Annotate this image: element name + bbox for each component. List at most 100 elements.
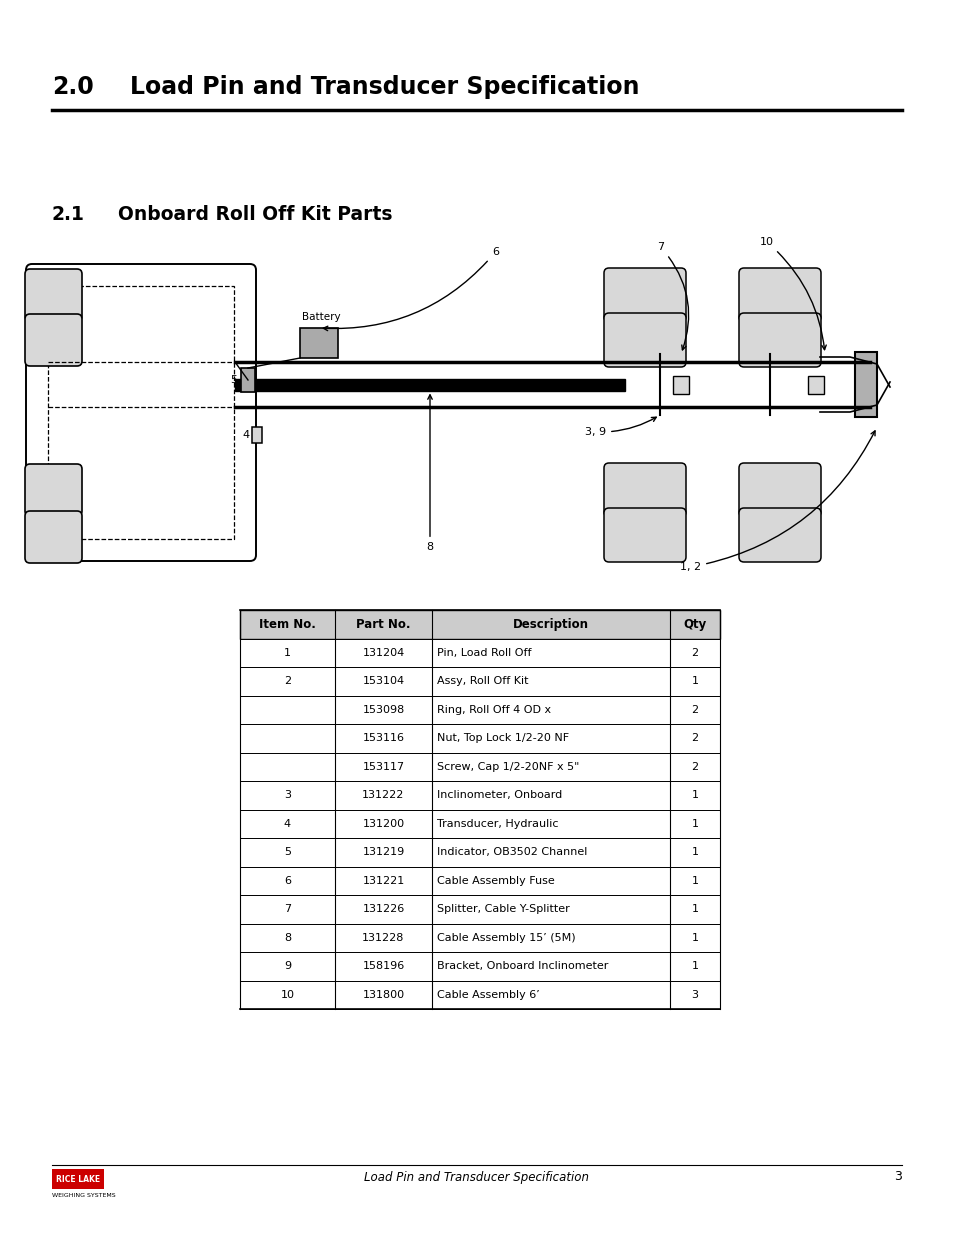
Text: 131226: 131226 xyxy=(362,904,404,914)
Text: 2: 2 xyxy=(691,647,698,658)
Text: 3: 3 xyxy=(691,989,698,1000)
Text: 8: 8 xyxy=(284,932,291,942)
Text: 7: 7 xyxy=(284,904,291,914)
Text: 1: 1 xyxy=(691,847,698,857)
Text: Transducer, Hydraulic: Transducer, Hydraulic xyxy=(436,819,558,829)
Text: Splitter, Cable Y-Splitter: Splitter, Cable Y-Splitter xyxy=(436,904,569,914)
Bar xyxy=(234,378,624,390)
Text: 9: 9 xyxy=(284,961,291,971)
Text: Part No.: Part No. xyxy=(355,618,411,631)
Text: WEIGHING SYSTEMS: WEIGHING SYSTEMS xyxy=(52,1193,115,1198)
FancyBboxPatch shape xyxy=(603,312,685,367)
Text: Screw, Cap 1/2-20NF x 5": Screw, Cap 1/2-20NF x 5" xyxy=(436,762,578,772)
Text: Cable Assembly 15’ (5M): Cable Assembly 15’ (5M) xyxy=(436,932,575,942)
Text: 7: 7 xyxy=(657,242,688,350)
Bar xyxy=(240,695,720,724)
Text: 3: 3 xyxy=(284,790,291,800)
Text: 3: 3 xyxy=(893,1171,901,1183)
Bar xyxy=(240,638,720,667)
FancyBboxPatch shape xyxy=(25,464,82,516)
Bar xyxy=(252,427,262,443)
FancyBboxPatch shape xyxy=(25,314,82,366)
Text: 1, 2: 1, 2 xyxy=(679,431,874,572)
Text: Onboard Roll Off Kit Parts: Onboard Roll Off Kit Parts xyxy=(118,205,392,224)
Text: 1: 1 xyxy=(284,647,291,658)
Text: Inclinometer, Onboard: Inclinometer, Onboard xyxy=(436,790,561,800)
Text: Battery: Battery xyxy=(302,312,340,322)
Text: 131219: 131219 xyxy=(362,847,404,857)
Bar xyxy=(240,952,720,981)
Text: Pin, Load Roll Off: Pin, Load Roll Off xyxy=(436,647,531,658)
FancyBboxPatch shape xyxy=(739,508,821,562)
Text: 2: 2 xyxy=(691,734,698,743)
Bar xyxy=(240,867,720,895)
Text: Load Pin and Transducer Specification: Load Pin and Transducer Specification xyxy=(130,75,639,99)
FancyBboxPatch shape xyxy=(603,508,685,562)
Text: 153117: 153117 xyxy=(362,762,404,772)
Text: Assy, Roll Off Kit: Assy, Roll Off Kit xyxy=(436,677,528,687)
FancyBboxPatch shape xyxy=(26,264,255,561)
Bar xyxy=(240,781,720,809)
Text: Cable Assembly Fuse: Cable Assembly Fuse xyxy=(436,876,554,885)
Bar xyxy=(672,375,688,394)
Text: 131800: 131800 xyxy=(362,989,404,1000)
Text: 1: 1 xyxy=(691,961,698,971)
Bar xyxy=(807,375,823,394)
Text: 3, 9: 3, 9 xyxy=(584,417,656,437)
Text: Bracket, Onboard Inclinometer: Bracket, Onboard Inclinometer xyxy=(436,961,608,971)
Bar xyxy=(48,287,233,538)
Text: 8: 8 xyxy=(426,395,433,552)
Text: RICE LAKE: RICE LAKE xyxy=(56,1174,100,1183)
Text: Indicator, OB3502 Channel: Indicator, OB3502 Channel xyxy=(436,847,587,857)
Text: 1: 1 xyxy=(691,819,698,829)
Bar xyxy=(854,352,876,417)
Bar xyxy=(240,924,720,952)
FancyBboxPatch shape xyxy=(739,463,821,517)
Text: 131204: 131204 xyxy=(362,647,404,658)
FancyBboxPatch shape xyxy=(739,312,821,367)
Text: 158196: 158196 xyxy=(362,961,404,971)
Text: 10: 10 xyxy=(760,237,825,350)
Text: 6: 6 xyxy=(284,876,291,885)
Text: 131222: 131222 xyxy=(362,790,404,800)
Bar xyxy=(240,839,720,867)
Text: 5: 5 xyxy=(284,847,291,857)
Text: 1: 1 xyxy=(691,677,698,687)
Text: 2: 2 xyxy=(691,762,698,772)
Text: Ring, Roll Off 4 OD x: Ring, Roll Off 4 OD x xyxy=(436,705,551,715)
Text: 2.0: 2.0 xyxy=(52,75,93,99)
Text: Load Pin and Transducer Specification: Load Pin and Transducer Specification xyxy=(364,1171,589,1183)
Text: 1: 1 xyxy=(691,790,698,800)
Text: 2: 2 xyxy=(691,705,698,715)
Text: 2.1: 2.1 xyxy=(52,205,85,224)
Text: 1: 1 xyxy=(691,876,698,885)
Bar xyxy=(240,809,720,839)
Text: 2: 2 xyxy=(284,677,291,687)
Bar xyxy=(241,368,254,391)
Text: Description: Description xyxy=(513,618,588,631)
FancyBboxPatch shape xyxy=(25,269,82,321)
Bar xyxy=(52,1170,104,1189)
Text: Cable Assembly 6’: Cable Assembly 6’ xyxy=(436,989,539,1000)
Text: Qty: Qty xyxy=(682,618,706,631)
Text: 131228: 131228 xyxy=(362,932,404,942)
Text: 153116: 153116 xyxy=(362,734,404,743)
FancyBboxPatch shape xyxy=(25,511,82,563)
Bar xyxy=(240,895,720,924)
Bar xyxy=(299,329,337,358)
Bar xyxy=(240,667,720,695)
FancyBboxPatch shape xyxy=(603,268,685,322)
Text: Item No.: Item No. xyxy=(259,618,315,631)
Text: 153104: 153104 xyxy=(362,677,404,687)
FancyBboxPatch shape xyxy=(603,463,685,517)
Text: 4: 4 xyxy=(284,819,291,829)
Text: 1: 1 xyxy=(691,904,698,914)
Text: 5: 5 xyxy=(230,375,236,385)
Bar xyxy=(240,610,720,638)
Text: 131221: 131221 xyxy=(362,876,404,885)
Bar xyxy=(240,981,720,1009)
Text: 4: 4 xyxy=(243,430,250,440)
Bar xyxy=(240,752,720,781)
Text: Nut, Top Lock 1/2-20 NF: Nut, Top Lock 1/2-20 NF xyxy=(436,734,569,743)
Text: 1: 1 xyxy=(691,932,698,942)
